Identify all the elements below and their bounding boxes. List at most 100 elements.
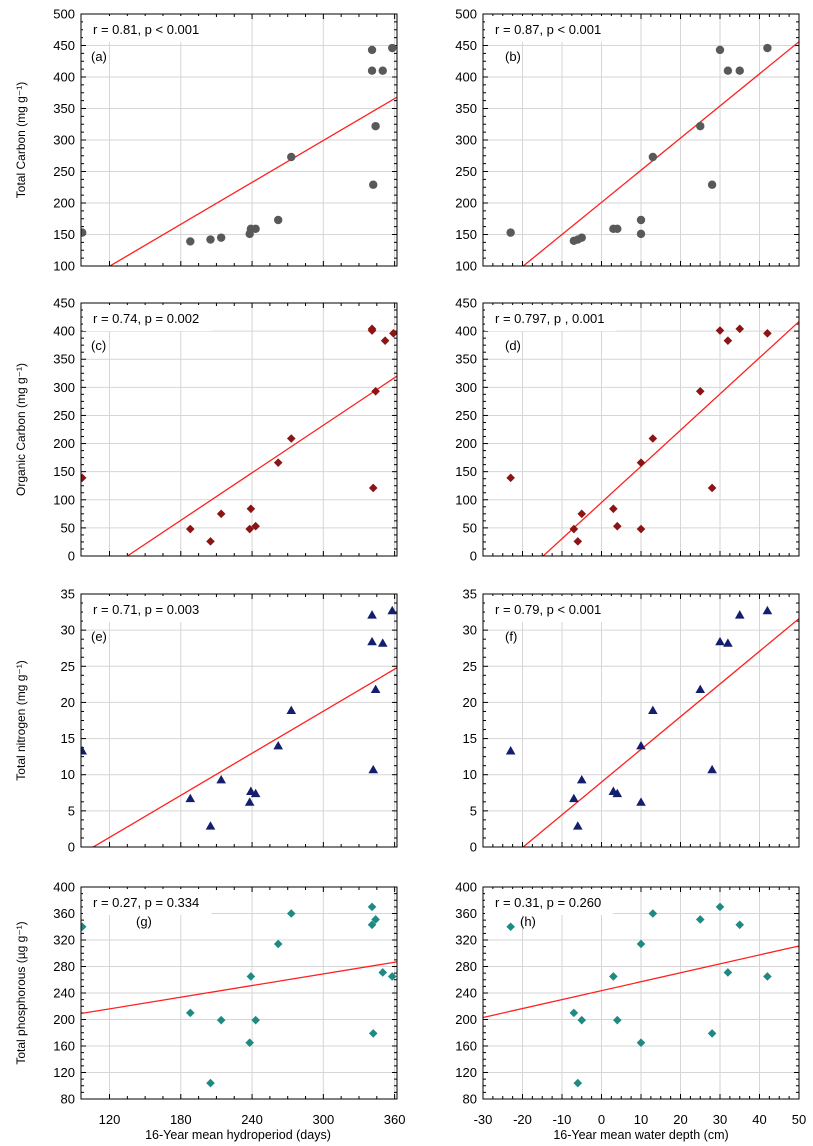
- y-tick-label: 200: [53, 436, 75, 451]
- data-point: [735, 920, 745, 930]
- x-tick-label: 50: [792, 1112, 806, 1127]
- y-tick-label: 360: [53, 906, 75, 921]
- y-tick-label: 360: [455, 906, 477, 921]
- stat-box: [83, 889, 212, 915]
- data-point: [569, 1008, 579, 1018]
- data-point: [371, 915, 380, 924]
- x-tick-label: 360: [384, 1112, 406, 1127]
- stat-box: [485, 596, 614, 622]
- panel-label: (a): [91, 49, 107, 64]
- panel-b: r = 0.87, p < 0.001 (b) 100 150 200 250 300 350…: [455, 7, 800, 274]
- data-point: [367, 66, 377, 75]
- x-tick-label: 120: [99, 1112, 121, 1127]
- data-points: [506, 43, 772, 245]
- panel-d: r = 0.797, p , 0.001 (d) 0 50 100 150 200 250 30…: [455, 296, 800, 564]
- regression-line: [522, 41, 799, 266]
- y-tick-label: 0: [68, 840, 75, 855]
- y-tick-label: 200: [455, 436, 477, 451]
- data-points: [81, 324, 397, 546]
- data-point: [368, 764, 379, 774]
- data-point: [715, 636, 725, 646]
- regression-line: [108, 96, 397, 266]
- regression-line: [81, 961, 397, 1015]
- data-point: [609, 972, 618, 981]
- y-tick-label: 200: [53, 1012, 75, 1027]
- y-tick-label: 15: [61, 731, 75, 746]
- data-point: [273, 939, 283, 949]
- data-point: [185, 524, 195, 534]
- data-point: [389, 329, 397, 338]
- data-point: [286, 909, 296, 918]
- data-point: [762, 605, 773, 615]
- data-point: [506, 228, 515, 237]
- stat-annotation: r = 0.79, p < 0.001: [495, 602, 601, 617]
- x-tick-label: -20: [513, 1112, 532, 1127]
- data-point: [251, 224, 260, 234]
- y-tick-label: 50: [463, 520, 477, 535]
- regression-line: [91, 667, 397, 847]
- data-point: [371, 121, 380, 131]
- data-points: [506, 902, 772, 1088]
- y-tick-label: 500: [53, 7, 75, 22]
- y-tick-label: 300: [53, 133, 75, 148]
- panel-label: (h): [520, 914, 536, 929]
- y-tick-label: 100: [53, 259, 75, 274]
- regression-line: [522, 618, 799, 847]
- x-axis-label-right: 16-Year mean water depth (cm): [553, 1128, 728, 1142]
- plot-frame: [80, 886, 398, 1100]
- data-point: [206, 537, 215, 546]
- y-tick-label: 250: [53, 408, 75, 423]
- y-tick-label: 25: [463, 659, 477, 674]
- data-point: [370, 684, 381, 694]
- y-tick-label: 200: [455, 1012, 477, 1027]
- data-point: [367, 636, 377, 646]
- data-point: [695, 915, 705, 924]
- stat-box: [83, 16, 212, 42]
- y-tick-label: 200: [455, 196, 477, 211]
- y-tick-label: 400: [455, 324, 477, 339]
- x-tick-label: 10: [634, 1112, 648, 1127]
- y-axis-label: Total phosphorous (µg g⁻¹): [14, 921, 28, 1064]
- data-points: [506, 324, 772, 546]
- data-point: [387, 972, 397, 981]
- stat-box: [83, 596, 212, 622]
- y-tick-label: 240: [53, 986, 75, 1001]
- panel-label: (c): [91, 338, 106, 353]
- data-point: [763, 329, 772, 338]
- data-point: [371, 386, 380, 396]
- data-point: [648, 909, 658, 918]
- data-point: [185, 793, 196, 803]
- data-point: [368, 483, 378, 493]
- y-tick-label: 35: [463, 587, 477, 602]
- data-point: [573, 1078, 583, 1088]
- stat-box: [485, 305, 617, 331]
- y-axis-label: Total nitrogen (mg g⁻¹): [14, 660, 28, 780]
- stat-box: [485, 16, 614, 42]
- data-point: [369, 180, 378, 189]
- data-point: [367, 45, 377, 55]
- y-tick-label: 160: [53, 1039, 75, 1054]
- stat-annotation: r = 0.74, p = 0.002: [93, 311, 199, 326]
- stat-annotation: r = 0.27, p = 0.334: [93, 895, 199, 910]
- y-tick-label: 35: [61, 587, 75, 602]
- data-point: [186, 237, 195, 246]
- data-point: [81, 746, 87, 755]
- data-point: [286, 434, 296, 443]
- y-tick-label: 400: [455, 70, 477, 85]
- plot-frame: [80, 593, 398, 848]
- y-tick-label: 100: [53, 492, 75, 507]
- data-point: [613, 1015, 622, 1025]
- y-axis-label: Total Carbon (mg g⁻¹): [14, 82, 28, 198]
- data-point: [707, 180, 717, 189]
- regression-line: [483, 945, 799, 1019]
- data-point: [216, 1015, 226, 1025]
- y-tick-label: 150: [53, 227, 75, 242]
- stat-annotation: r = 0.31, p = 0.260: [495, 895, 601, 910]
- y-tick-label: 0: [470, 840, 477, 855]
- data-point: [636, 1038, 646, 1047]
- x-tick-label: 20: [673, 1112, 687, 1127]
- y-tick-label: 5: [470, 803, 477, 818]
- data-points: [505, 605, 773, 830]
- data-point: [273, 458, 283, 467]
- data-point: [636, 215, 646, 225]
